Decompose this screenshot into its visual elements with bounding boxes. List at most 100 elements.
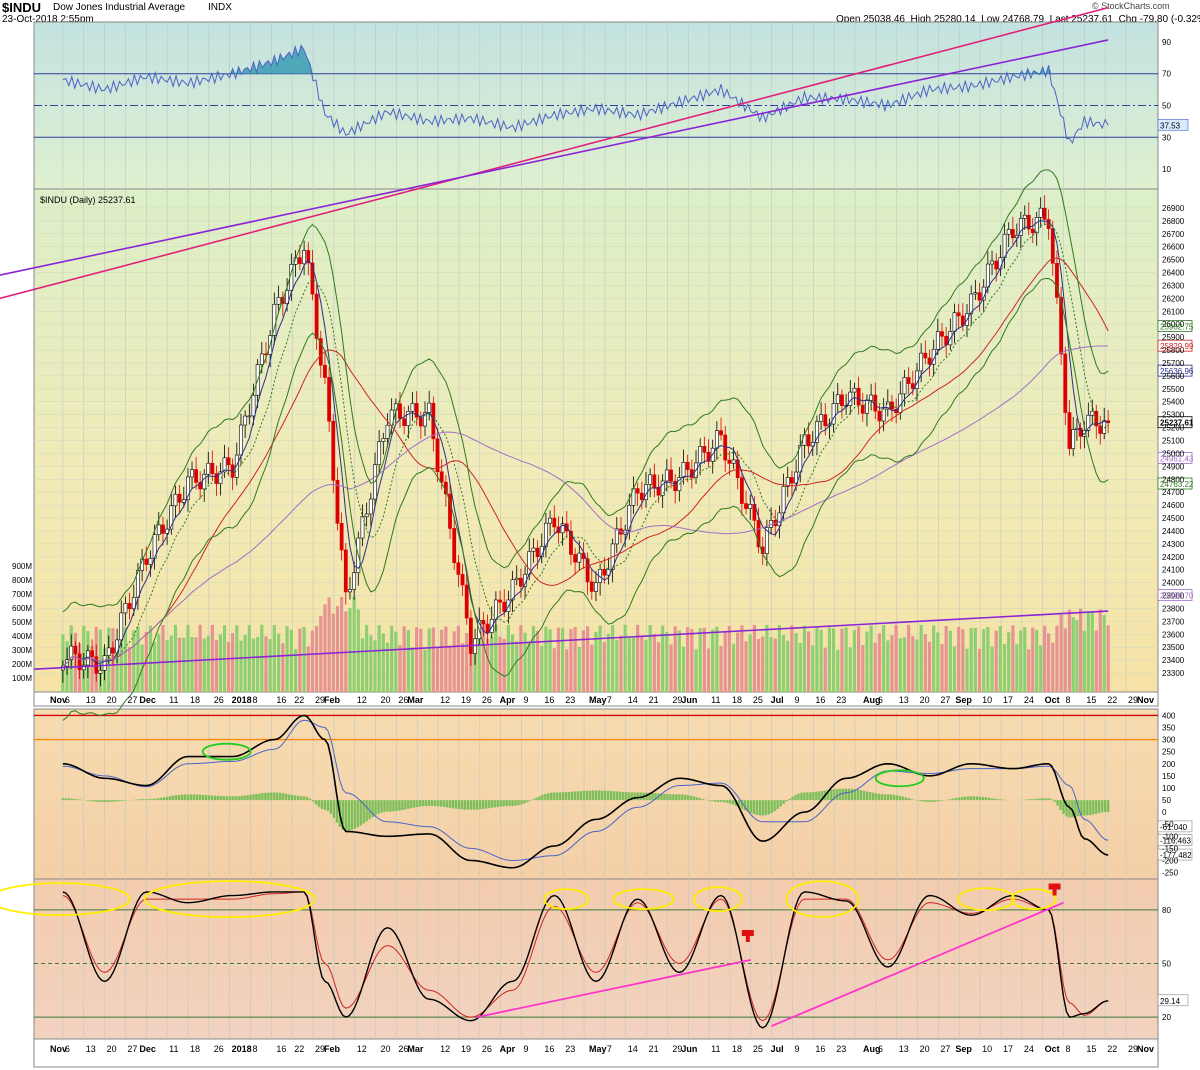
volume-bar (251, 638, 256, 692)
macd-histogram-bar (1080, 800, 1083, 816)
candle-body (377, 441, 382, 466)
brand-label: © StockCharts.com (1092, 1, 1170, 11)
stoch-last-value-label: 29.14 (1160, 997, 1181, 1006)
macd-histogram-bar (436, 800, 440, 807)
x-axis-label: Mar (407, 695, 424, 705)
price-tick-label: 26200 (1162, 294, 1185, 303)
macd-histogram-bar (964, 796, 967, 801)
volume-bar (573, 627, 577, 692)
macd-histogram-bar (213, 795, 216, 801)
volume-bar (402, 626, 406, 692)
volume-bar (485, 638, 490, 692)
macd-histogram-bar (136, 799, 139, 801)
macd-histogram-bar (850, 788, 854, 801)
volume-bar (190, 636, 194, 692)
macd-histogram-bar (487, 800, 490, 809)
candle-body (706, 452, 711, 462)
macd-tick-label: -100 (1162, 832, 1179, 841)
x-axis-label: 6 (878, 695, 883, 705)
candle-body (514, 577, 519, 581)
macd-histogram-bar (407, 800, 410, 809)
macd-histogram-bar (64, 798, 68, 801)
candle-body (318, 338, 323, 366)
exchange-label: INDX (208, 2, 232, 13)
macd-histogram-bar (660, 793, 663, 801)
x-axis-label: 29 (1128, 695, 1138, 705)
x-axis-label: 7 (607, 695, 612, 705)
x-axis-label-bottom: Feb (324, 1044, 341, 1054)
price-label-box (1157, 339, 1193, 352)
macd-tick-label: -50 (1162, 820, 1174, 829)
macd-histogram-bar (1056, 800, 1059, 806)
x-axis-label-bottom: 15 (1086, 1044, 1096, 1054)
candle-body (385, 424, 390, 439)
candle-body (1055, 262, 1059, 298)
macd-histogram-bar (70, 798, 74, 801)
x-axis-label: 11 (169, 695, 178, 705)
x-axis-label: 23 (836, 695, 846, 705)
x-axis-label-bottom: 26 (214, 1044, 224, 1054)
price-tick-label: 26500 (1162, 256, 1185, 265)
price-tick-label: 24800 (1162, 475, 1185, 484)
purple-trendline-upper (0, 39, 1109, 276)
macd-histogram-bar (806, 792, 809, 801)
candle-body (339, 522, 344, 551)
macd-histogram-bar (541, 794, 544, 801)
price-tick-label: 23600 (1162, 630, 1185, 639)
macd-histogram-bar (987, 797, 991, 801)
x-axis-label-bottom: 17 (1003, 1044, 1013, 1054)
price-tick-label: 26800 (1162, 217, 1185, 226)
volume-bar (540, 645, 544, 692)
volume-bar (852, 630, 857, 692)
candle-body (348, 589, 352, 593)
volume-bar (148, 625, 153, 692)
volume-bar (348, 608, 352, 692)
volume-bar (902, 637, 907, 692)
candle-body (602, 569, 607, 576)
macd-histogram-bar (940, 800, 943, 801)
macd-tick-label: 200 (1162, 760, 1176, 769)
x-axis-label-bottom: 9 (795, 1044, 800, 1054)
volume-bar (498, 636, 502, 692)
macd-histogram-bar (815, 791, 818, 801)
volume-bar (919, 624, 923, 692)
price-tick-label: 23500 (1162, 643, 1185, 652)
macd-histogram-bar (958, 797, 961, 801)
candle-body (335, 480, 340, 524)
volume-bar (1043, 625, 1047, 692)
volume-bar (990, 646, 994, 692)
volume-bar (243, 634, 247, 692)
macd-histogram-bar (576, 791, 580, 801)
candle-body (106, 647, 111, 656)
macd-histogram-bar (523, 800, 526, 804)
price-tick-label: 24600 (1162, 501, 1185, 510)
last-value: 25237.61 (1071, 14, 1113, 25)
volume-bar (1047, 633, 1051, 692)
macd-histogram-bar (261, 793, 264, 801)
x-axis-label-bottom: 12 (357, 1044, 367, 1054)
macd-histogram-bar (630, 792, 633, 801)
macd-histogram-bar (439, 800, 443, 807)
volume-bar (652, 633, 656, 692)
x-axis-label: Apr (500, 695, 516, 705)
macd-histogram-bar (615, 791, 619, 801)
volume-bar (510, 634, 515, 692)
volume-bar (548, 629, 552, 692)
rsi-tick-label: 10 (1162, 165, 1171, 174)
macd-histogram-bar (969, 796, 973, 801)
candle-body (652, 474, 657, 488)
macd-histogram-bar (106, 800, 109, 803)
macd-histogram-bar (350, 800, 353, 830)
candle-body (435, 438, 440, 473)
macd-histogram-bar (579, 791, 583, 801)
volume-bar (569, 628, 573, 692)
macd-histogram-bar (880, 794, 884, 801)
candle-body (493, 599, 498, 620)
candle-body (119, 612, 124, 641)
macd-histogram-bar (585, 790, 589, 801)
volume-tick-label: 400M (12, 632, 32, 641)
macd-histogram-bar (687, 795, 690, 801)
price-label: 25636.96 (1160, 367, 1194, 376)
candle-body (210, 462, 215, 474)
macd-histogram-bar (675, 794, 678, 801)
